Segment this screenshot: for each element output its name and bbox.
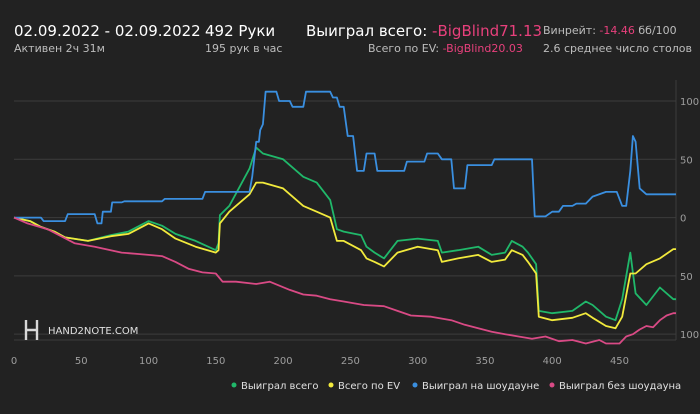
x-tick-label: 450	[610, 356, 629, 367]
winrate: Винрейт: -14.46 бб/100	[543, 24, 677, 37]
winrate-unit: бб/100	[638, 24, 677, 37]
chart-grid	[14, 80, 677, 341]
y-tick-label: 50	[680, 155, 693, 166]
legend-marker	[549, 382, 555, 388]
x-tick-label: 50	[75, 356, 88, 367]
y-tick-label: 100	[680, 330, 699, 341]
chart-legend: Выиграл всего Всего по EV Выиграл на шоуда…	[231, 381, 681, 392]
series-line-0	[13, 146, 676, 322]
y-tick-label: 0	[680, 214, 686, 225]
x-tick-label: 400	[543, 356, 562, 367]
winrate-label: Винрейт:	[543, 24, 596, 37]
won-ev-value: -BigBlind20.03	[442, 42, 523, 55]
hand2note-logo-icon	[24, 320, 39, 340]
x-axis: 0 50 100 150 200 250 300 350 400 450	[11, 356, 629, 367]
date-range: 02.09.2022 - 02.09.2022	[14, 22, 201, 40]
legend-label: Выиграл без шоудауна	[559, 381, 681, 392]
x-tick-label: 200	[274, 356, 293, 367]
x-tick-label: 250	[341, 356, 360, 367]
hand2note-logo: HAND2NOTE.COM	[24, 320, 138, 340]
legend-marker	[231, 382, 237, 388]
chart-series	[13, 90, 676, 345]
won-ev: Всего по EV: -BigBlind20.03	[368, 42, 523, 55]
series-line-2	[14, 90, 676, 225]
winrate-value: -14.46	[599, 24, 635, 37]
won-total-value: -BigBlind71.13	[432, 22, 543, 40]
won-ev-label: Всего по EV:	[368, 42, 440, 55]
series-line-1	[13, 181, 676, 330]
x-tick-label: 300	[408, 356, 427, 367]
legend-label: Выиграл всего	[241, 381, 318, 392]
legend-marker	[328, 382, 334, 388]
x-tick-label: 100	[139, 356, 158, 367]
hands-per-hour: 195 рук в час	[205, 42, 283, 55]
active-time: Активен 2ч 31м	[14, 42, 105, 55]
y-tick-label: 100	[680, 97, 699, 108]
legend-marker	[412, 382, 418, 388]
won-total-label: Выиграл всего:	[306, 22, 428, 40]
legend-label: Выиграл на шоудауне	[422, 381, 539, 392]
x-tick-label: 150	[206, 356, 225, 367]
logo-text: HAND2NOTE.COM	[48, 326, 138, 337]
hands-count: 492 Руки	[205, 22, 276, 40]
avg-tables: 2.6 среднее число столов	[543, 42, 692, 55]
y-axis: 100 50 0 50 100	[680, 97, 699, 341]
x-tick-label: 0	[11, 356, 17, 367]
won-total: Выиграл всего: -BigBlind71.13	[306, 22, 542, 40]
legend-label: Всего по EV	[338, 381, 400, 392]
series-line-3	[13, 216, 676, 345]
x-tick-label: 350	[475, 356, 494, 367]
y-tick-label: 50	[680, 272, 693, 283]
